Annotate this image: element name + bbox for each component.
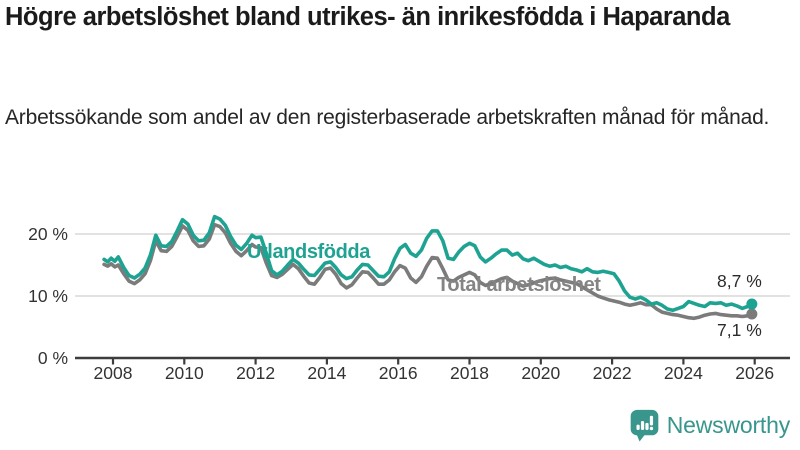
end-value-label-utlandsfodda: 8,7 %	[717, 271, 762, 291]
x-tick-label: 2008	[93, 363, 133, 383]
x-tick-label: 2020	[521, 363, 561, 383]
x-tick-label: 2014	[307, 363, 347, 383]
x-tick-label: 2016	[378, 363, 418, 383]
x-tick-label: 2024	[663, 363, 703, 383]
page-title: Högre arbetslöshet bland utrikes- än inr…	[5, 3, 730, 31]
series-label-total-arbetsloshet: Total arbetslöshet	[437, 274, 601, 296]
y-tick-label: 20 %	[28, 224, 68, 244]
y-tick-label: 0 %	[37, 348, 68, 368]
line-chart-plot	[75, 214, 790, 365]
x-tick-label: 2012	[236, 363, 276, 383]
brand-name: Newsworthy	[666, 412, 790, 438]
x-tick-label: 2018	[450, 363, 489, 383]
bar-chart-speech-bubble-icon	[630, 409, 659, 442]
chart-subtitle: Arbetssökande som andel av den registerb…	[5, 106, 770, 129]
newsworthy-logo: Newsworthy	[629, 409, 790, 442]
y-tick-label: 10 %	[28, 286, 68, 306]
x-tick-label: 2010	[164, 363, 204, 383]
x-tick-label: 2026	[735, 363, 775, 383]
x-tick-label: 2022	[592, 363, 632, 383]
chart-area: 0 % 10 % 20 % 2008 2010 2012 2014 2016 2018 2020…	[0, 195, 800, 410]
end-value-label-total: 7,1 %	[717, 320, 762, 340]
series-label-utlandsfodda: Utlandsfödda	[247, 241, 370, 263]
